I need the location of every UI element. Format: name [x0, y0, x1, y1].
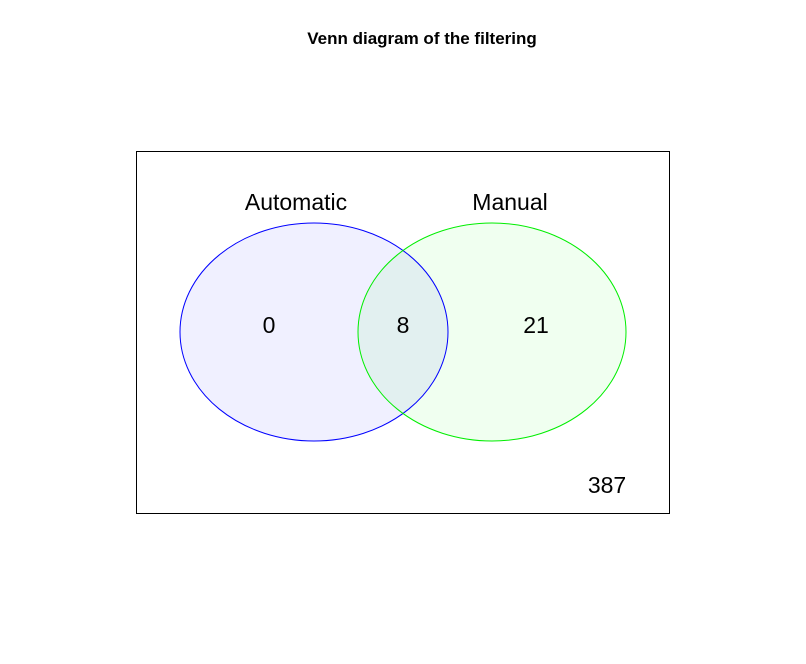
- set-label-manual: Manual: [472, 189, 547, 215]
- count-manual-only: 21: [523, 312, 549, 338]
- set-automatic-circle: [179, 222, 449, 442]
- page-title: Venn diagram of the filtering: [307, 29, 537, 48]
- count-outside: 387: [588, 472, 626, 498]
- set-label-automatic: Automatic: [245, 189, 347, 215]
- count-automatic-only: 0: [263, 312, 276, 338]
- set-manual-circle: [357, 222, 627, 442]
- intersection-fill: [358, 223, 448, 441]
- count-intersection: 8: [397, 312, 410, 338]
